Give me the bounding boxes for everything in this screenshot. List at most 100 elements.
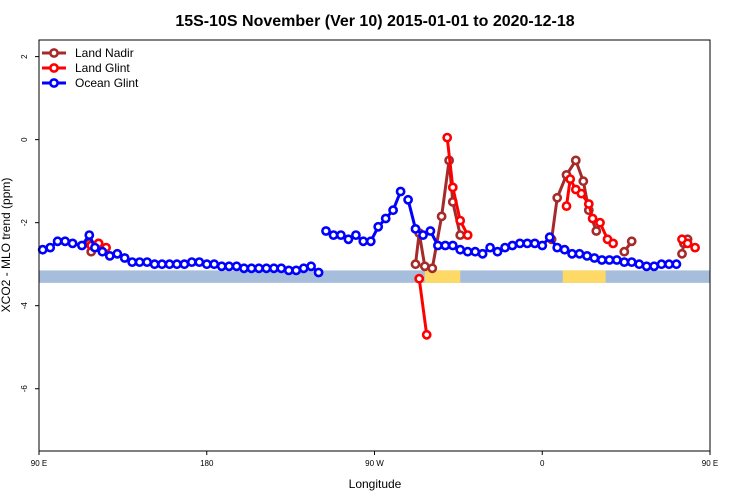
data-point (507, 240, 518, 251)
data-point (561, 201, 572, 211)
data-point (447, 240, 458, 251)
data-point (410, 223, 421, 234)
data-point (350, 230, 361, 240)
data-point (112, 248, 123, 259)
data-point (576, 188, 587, 199)
data-point (455, 215, 466, 226)
data-point (544, 232, 555, 243)
data-point (597, 255, 607, 265)
data-point (574, 248, 585, 259)
x-tick-label: 90 W (365, 459, 384, 468)
data-point (591, 226, 602, 236)
data-point (306, 261, 316, 272)
data-point (45, 242, 56, 253)
data-point (608, 238, 618, 249)
data-point (589, 253, 600, 263)
data-point (671, 259, 682, 270)
y-tick-label: -2 (20, 219, 29, 227)
data-point (60, 236, 70, 247)
x-tick-label: 0 (540, 459, 545, 468)
data-point (442, 132, 453, 143)
chart-title: 15S-10S November (Ver 10) 2015-01-01 to … (175, 13, 574, 30)
data-point (485, 242, 495, 253)
y-tick-label: -4 (20, 302, 29, 310)
land-band-segment (424, 270, 461, 283)
legend-marker (49, 63, 59, 73)
x-tick-label: 90 E (702, 459, 718, 468)
data-point (365, 236, 376, 247)
data-point (419, 261, 430, 272)
data-point (231, 261, 242, 272)
data-point (529, 238, 540, 249)
data-point (427, 263, 438, 274)
data-point (421, 329, 432, 340)
data-point (253, 263, 264, 274)
data-point (552, 192, 563, 203)
legend-item: Land Glint (42, 61, 130, 75)
data-point (97, 246, 108, 257)
y-tick-label: 2 (20, 54, 29, 59)
data-point (335, 230, 346, 240)
y-tick-label: -6 (20, 385, 29, 393)
data-point (343, 234, 354, 245)
land-sea-band (39, 270, 710, 283)
data-point (37, 244, 48, 255)
data-point (291, 265, 302, 276)
data-point (104, 250, 115, 261)
series-land-glint (86, 132, 700, 340)
data-point (224, 261, 234, 272)
data-point (194, 257, 205, 267)
data-point (418, 230, 428, 240)
data-point (67, 238, 78, 249)
data-point (403, 194, 413, 205)
data-point (388, 205, 398, 216)
y-axis-label: XCO2 - MLO trend (ppm) (0, 178, 13, 313)
data-point (77, 240, 87, 251)
data-point (587, 213, 598, 224)
axes: 90 E 180 90 W 0 90 E 2 0 -2 -4 -6 (20, 39, 718, 468)
x-tick-label: 180 (200, 459, 214, 468)
data-point (186, 257, 197, 267)
legend-label: Land Glint (75, 61, 130, 75)
data-point (690, 242, 700, 253)
data-point (537, 240, 548, 251)
data-point (261, 263, 272, 274)
x-tick-label: 90 E (31, 459, 47, 468)
legend-item: Land Nadir (42, 46, 134, 60)
data-point (455, 230, 466, 240)
data-point (171, 259, 182, 270)
data-point (414, 273, 425, 284)
data-point (321, 226, 331, 236)
data-point (492, 246, 503, 257)
data-point (84, 230, 95, 240)
data-point (358, 236, 369, 247)
legend-label: Ocean Glint (75, 76, 139, 90)
data-point (677, 248, 687, 259)
data-point (626, 236, 637, 247)
data-point (395, 186, 406, 197)
data-point (209, 259, 220, 270)
sea-band (39, 270, 710, 283)
data-point (380, 213, 391, 224)
legend-marker (49, 48, 59, 58)
data-point (595, 217, 605, 228)
data-point (276, 263, 287, 274)
legend-label: Land Nadir (75, 46, 134, 60)
data-point (462, 230, 473, 240)
data-point (522, 238, 533, 249)
data-point (142, 257, 152, 267)
data-point (641, 261, 652, 272)
x-axis-label: Longitude (349, 477, 402, 491)
series-ocean-glint (37, 186, 682, 278)
data-point (447, 182, 458, 193)
y-tick-label: 0 (20, 137, 29, 142)
data-point (119, 253, 130, 263)
data-point (583, 199, 594, 209)
data-point (239, 263, 249, 274)
data-point (682, 238, 693, 249)
data-point (626, 257, 637, 267)
legend-marker (49, 78, 59, 88)
data-point (313, 267, 324, 278)
